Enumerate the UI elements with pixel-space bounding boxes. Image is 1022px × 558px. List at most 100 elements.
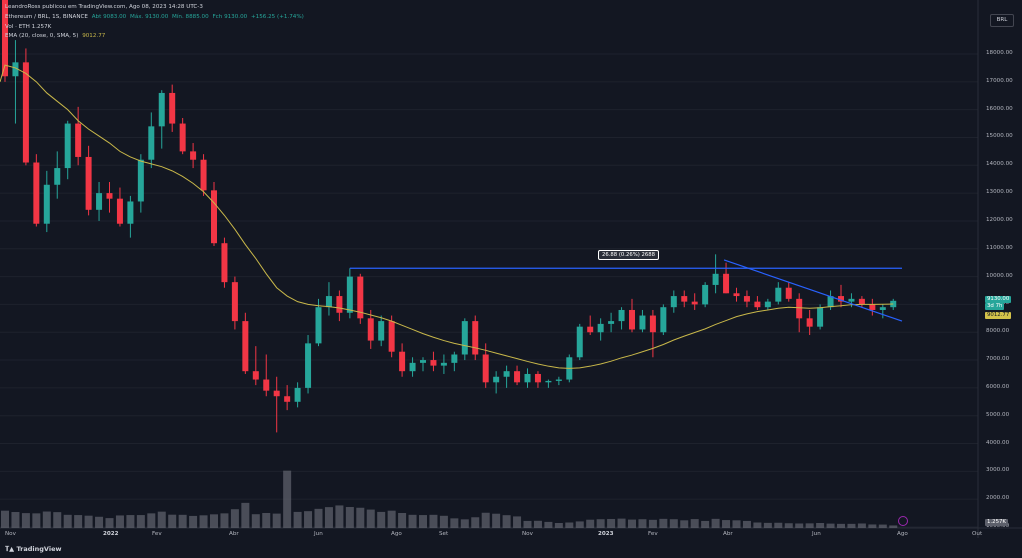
- candle: [534, 373, 541, 383]
- candle: [346, 276, 353, 313]
- candle: [775, 287, 782, 302]
- candle: [43, 184, 50, 224]
- volume-bar: [826, 523, 835, 528]
- candle: [388, 321, 395, 352]
- publisher-line: LeandroRoss publicou em TradingView.com,…: [5, 4, 203, 10]
- candle: [179, 123, 186, 152]
- candle: [576, 326, 583, 358]
- candle: [64, 123, 71, 169]
- candle: [357, 276, 364, 319]
- volume-bar: [1, 510, 9, 528]
- candle: [294, 387, 301, 402]
- volume-bar: [314, 508, 323, 528]
- volume-bar: [345, 507, 354, 528]
- candle: [618, 309, 625, 322]
- measure-label: 26.88 (0.26%) 2688: [598, 250, 659, 260]
- volume-bar: [722, 520, 731, 528]
- volume-bar: [377, 511, 386, 528]
- volume-bar: [398, 512, 407, 528]
- price-axis-label: 11000.00: [986, 244, 1013, 251]
- volume-bar: [554, 522, 563, 528]
- candle: [681, 296, 688, 302]
- footer-brand[interactable]: 𝐓▲ TradingView: [5, 545, 61, 554]
- volume-bar: [607, 518, 616, 528]
- candle: [817, 307, 824, 327]
- volume-bar: [105, 518, 114, 528]
- candle: [440, 362, 447, 366]
- price-axis-label: 16000.00: [986, 105, 1013, 112]
- volume-bar: [220, 513, 229, 528]
- volume-bar: [742, 520, 751, 528]
- volume-bar: [481, 512, 490, 528]
- volume-bar: [95, 516, 104, 528]
- volume-bar: [189, 515, 198, 528]
- volume-bar: [565, 522, 574, 528]
- footer-brand-text: TradingView: [16, 545, 62, 553]
- volume-bar: [669, 519, 678, 528]
- price-axis-label: 18000.00: [986, 50, 1013, 56]
- volume-bar: [293, 511, 302, 528]
- symbol-name[interactable]: Ethereum / BRL, 1S, BINANCE: [5, 14, 88, 20]
- price-axis-label: 8000.00: [986, 328, 1010, 335]
- price-axis-label: 10000.00: [986, 272, 1013, 279]
- volume-bar: [774, 522, 783, 528]
- volume-bar: [575, 521, 584, 528]
- candle: [702, 284, 709, 305]
- candle: [461, 321, 468, 355]
- candle: [587, 326, 594, 333]
- volume-bar: [439, 515, 448, 528]
- volume-bar: [680, 520, 689, 528]
- volume-bar: [857, 523, 866, 528]
- volume-bar: [32, 513, 41, 528]
- time-axis-label: Nov: [5, 531, 16, 537]
- volume-bar: [492, 513, 501, 528]
- candle: [451, 354, 458, 363]
- ema-line: [0, 64, 894, 369]
- candle: [315, 307, 322, 344]
- volume-bar: [230, 509, 239, 528]
- time-axis-label: Nov: [522, 531, 533, 537]
- volume-bar: [795, 523, 804, 528]
- volume-bar: [847, 523, 856, 528]
- time-axis-label: Jun: [314, 531, 323, 537]
- candle: [733, 293, 740, 297]
- volume-bar: [868, 524, 877, 528]
- price-axis-label: 1000.00: [986, 523, 1010, 529]
- volume-bar: [21, 513, 30, 528]
- candle: [96, 193, 103, 210]
- volume-bar: [251, 514, 260, 528]
- time-axis-label: Abr: [723, 531, 733, 537]
- candle: [430, 360, 437, 366]
- trend-line: [723, 259, 903, 322]
- candle: [712, 273, 719, 285]
- volume-bar: [690, 519, 699, 528]
- volume-bar: [262, 512, 271, 528]
- volume-bar: [168, 514, 177, 528]
- currency-button[interactable]: BRL: [990, 14, 1014, 27]
- candle: [503, 371, 510, 377]
- eye-icon[interactable]: [898, 516, 908, 526]
- candle: [22, 62, 29, 163]
- ema-legend[interactable]: EMA (20, close, 0, SMA, 5) 9012.77: [5, 33, 107, 40]
- candle: [148, 126, 155, 160]
- candle: [399, 351, 406, 372]
- time-axis-label: Set: [439, 531, 449, 537]
- volume-bar: [356, 507, 365, 528]
- candle: [116, 198, 123, 224]
- volume-bar: [763, 522, 772, 528]
- volume-bar: [889, 525, 898, 528]
- ohlc-low: Mín. 8885.00: [172, 14, 209, 20]
- price-axis-label: 14000.00: [986, 161, 1013, 168]
- volume-legend[interactable]: Vol · ETH 1.257K: [5, 24, 52, 30]
- candle: [85, 156, 92, 210]
- candle: [263, 379, 270, 391]
- volume-bar: [157, 511, 166, 528]
- candle: [545, 380, 552, 383]
- volume-bar: [450, 518, 459, 528]
- candle: [858, 298, 865, 305]
- volume-bar: [126, 515, 135, 528]
- volume-bar: [732, 520, 741, 528]
- volume-bar: [429, 514, 438, 528]
- volume-bar: [659, 518, 668, 528]
